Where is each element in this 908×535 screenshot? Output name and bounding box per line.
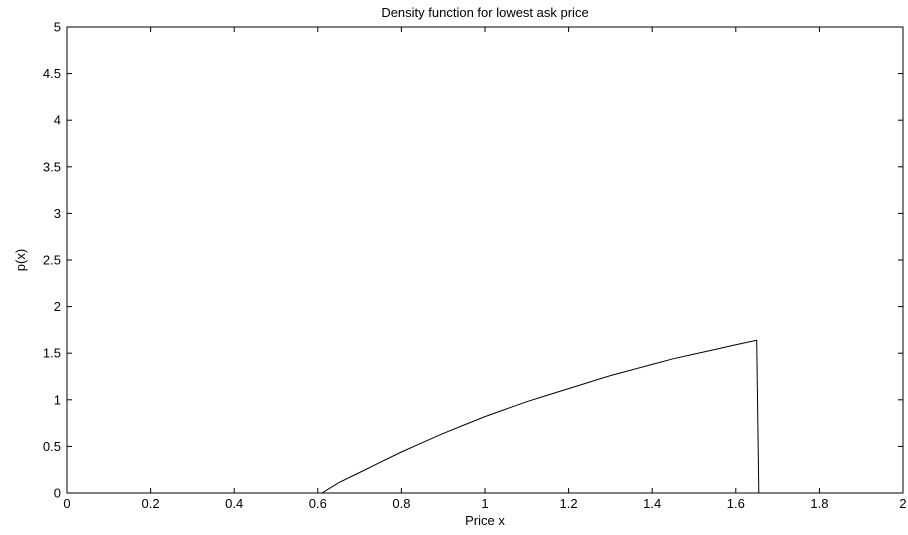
y-tick-label: 0.5 — [43, 439, 61, 454]
x-tick-label: 1 — [481, 496, 488, 511]
y-tick-label: 1.5 — [43, 346, 61, 361]
y-tick-label: 2.5 — [43, 253, 61, 268]
x-tick-label: 0.6 — [309, 496, 327, 511]
y-tick-label: 5 — [54, 20, 61, 35]
x-tick-label: 1.8 — [810, 496, 828, 511]
y-tick-label: 0 — [54, 486, 61, 501]
y-axis: 0 0.5 1 1.5 2 2.5 3 3.5 4 4.5 5 — [43, 20, 903, 501]
y-tick-label: 2 — [54, 299, 61, 314]
y-tick-label: 4 — [54, 113, 61, 128]
density-line — [67, 339, 903, 494]
x-tick-label: 0.8 — [392, 496, 410, 511]
x-tick-label: 1.4 — [643, 496, 661, 511]
x-tick-label: 0.4 — [225, 496, 243, 511]
x-tick-label: 0 — [63, 496, 70, 511]
y-tick-label: 3 — [54, 206, 61, 221]
y-tick-label: 3.5 — [43, 159, 61, 174]
x-tick-label: 1.6 — [727, 496, 745, 511]
y-axis-label: p(x) — [13, 249, 28, 271]
chart-title: Density function for lowest ask price — [381, 5, 588, 20]
x-tick-label: 1.2 — [560, 496, 578, 511]
x-axis: 0 0.2 0.4 0.6 0.8 1 1.2 1.4 1.6 1.8 2 — [63, 27, 907, 511]
x-tick-label: 2 — [899, 496, 906, 511]
plot-area-frame — [66, 26, 904, 494]
y-tick-label: 4.5 — [43, 66, 61, 81]
y-tick-label: 1 — [54, 392, 61, 407]
x-tick-label: 0.2 — [142, 496, 160, 511]
x-axis-label: Price x — [465, 513, 505, 528]
